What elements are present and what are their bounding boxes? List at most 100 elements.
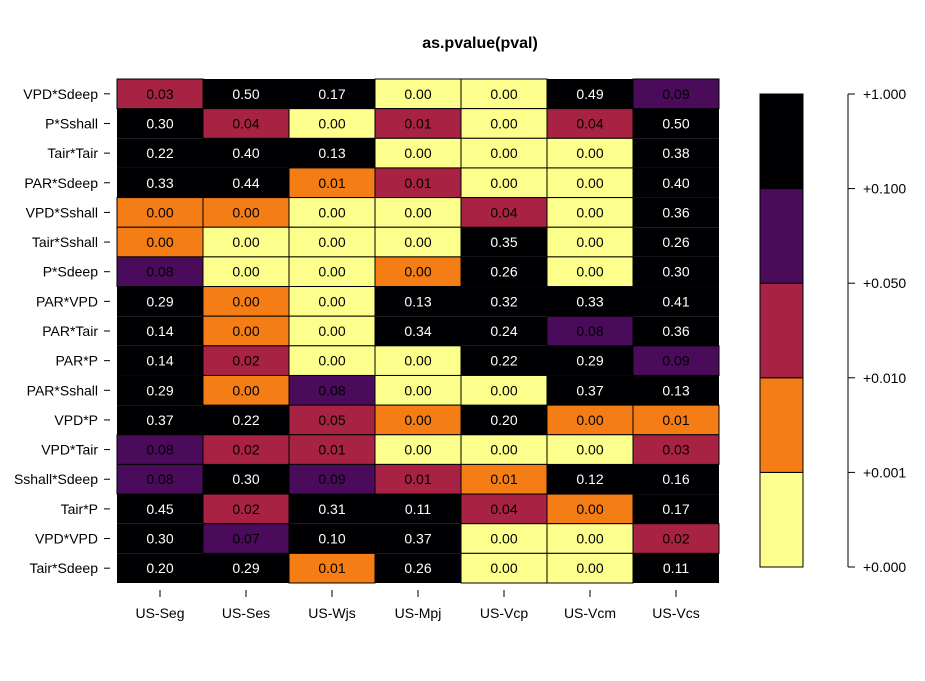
cell-value-label: 0.05 [318, 412, 345, 428]
cell-value-label: 0.01 [404, 471, 431, 487]
heatmap-cell [461, 256, 547, 287]
row-label: VPD*P [54, 412, 98, 428]
row-label: Tair*P [61, 501, 98, 517]
heatmap-cell [460, 167, 548, 199]
heatmap-cell [203, 167, 289, 198]
cell-value-label: 0.00 [576, 560, 603, 576]
cell-value-label: 0.00 [232, 382, 259, 398]
cell-value-label: 0.00 [490, 382, 517, 398]
cell-value-label: 0.00 [404, 204, 431, 220]
cell-value-label: 0.00 [232, 234, 259, 250]
heatmap-cell [202, 197, 290, 228]
legend-tick-label: +0.010 [863, 370, 906, 386]
cell-value-label: 0.00 [490, 86, 517, 102]
cell-value-label: 0.00 [576, 145, 603, 161]
row-label: P*Sdeep [43, 264, 98, 280]
cell-value-label: 0.37 [146, 412, 173, 428]
heatmap-cell [547, 79, 633, 109]
heatmap-cell [633, 227, 719, 257]
cell-value-label: 0.00 [318, 264, 345, 280]
heatmap-cell [202, 345, 290, 376]
heatmap-cell [461, 286, 547, 317]
cell-value-label: 0.01 [490, 471, 517, 487]
cell-value-label: 0.01 [318, 175, 345, 191]
cell-value-label: 0.36 [662, 323, 689, 339]
heatmap-cell [461, 227, 547, 257]
column-label: US-Vcm [564, 605, 616, 621]
cell-value-label: 0.13 [662, 382, 689, 398]
heatmap-cell [461, 316, 547, 346]
heatmap-cell [547, 345, 633, 376]
cell-value-label: 0.00 [232, 264, 259, 280]
heatmap-cell [288, 552, 376, 584]
heatmap-cell [202, 434, 290, 465]
heatmap-cell [117, 316, 203, 346]
cell-value-label: 0.08 [146, 442, 173, 458]
heatmap-cell [460, 197, 548, 228]
cell-value-label: 0.00 [576, 264, 603, 280]
cell-value-label: 0.00 [404, 382, 431, 398]
cell-value-label: 0.02 [232, 353, 259, 369]
heatmap-cell [374, 463, 462, 495]
cell-value-label: 0.03 [146, 86, 173, 102]
cell-value-label: 0.00 [318, 293, 345, 309]
cell-value-label: 0.00 [318, 115, 345, 131]
row-label: VPD*Sdeep [23, 86, 98, 102]
row-label: PAR*VPD [36, 293, 98, 309]
heatmap-cell [460, 463, 548, 495]
row-label: Tair*Tair [47, 145, 98, 161]
cell-value-label: 0.17 [662, 501, 689, 517]
cell-value-label: 0.29 [146, 293, 173, 309]
heatmap-cell [632, 523, 720, 554]
heatmap-cell [632, 404, 720, 436]
legend-swatch [759, 93, 804, 190]
chart-title: as.pvalue(pval) [422, 35, 538, 52]
cell-value-label: 0.09 [662, 353, 689, 369]
cell-value-label: 0.00 [490, 531, 517, 547]
column-label: US-Wjs [308, 605, 355, 621]
column-label: US-Seg [135, 605, 184, 621]
cell-value-label: 0.00 [232, 323, 259, 339]
cell-value-label: 0.26 [662, 234, 689, 250]
heatmap-cell [633, 553, 719, 583]
cell-value-label: 0.11 [663, 560, 689, 576]
heatmap-cell [117, 405, 203, 435]
cell-value-label: 0.01 [662, 412, 689, 428]
cell-value-label: 0.12 [576, 471, 603, 487]
cell-value-label: 0.00 [318, 204, 345, 220]
heatmap-cell [289, 494, 375, 524]
cell-value-label: 0.09 [662, 86, 689, 102]
cell-value-label: 0.08 [318, 382, 345, 398]
row-label: Tair*Sshall [32, 234, 98, 250]
cell-value-label: 0.03 [662, 442, 689, 458]
heatmap-cell [632, 434, 720, 465]
heatmap-cell [288, 374, 376, 406]
heatmap-cell [546, 137, 634, 169]
heatmap-cell [116, 434, 204, 465]
cell-value-label: 0.13 [404, 293, 431, 309]
cell-value-label: 0.29 [576, 353, 603, 369]
legend-swatch [759, 471, 804, 568]
legend-tick-label: +0.000 [863, 559, 906, 575]
row-label: PAR*Tair [42, 323, 98, 339]
cell-value-label: 0.26 [490, 264, 517, 280]
heatmap-cell [546, 552, 634, 584]
heatmap-cell [460, 523, 548, 554]
heatmap-cell [460, 137, 548, 169]
heatmap-cell [460, 552, 548, 584]
heatmap-cell [547, 464, 633, 495]
cell-value-label: 0.00 [146, 234, 173, 250]
heatmap-cell [289, 79, 375, 109]
cell-value-label: 0.35 [490, 234, 517, 250]
cell-value-label: 0.00 [490, 145, 517, 161]
cell-value-label: 0.04 [232, 115, 259, 131]
cell-value-label: 0.33 [146, 175, 173, 191]
heatmap-cell [547, 375, 633, 406]
cell-value-label: 0.04 [576, 115, 603, 131]
cell-value-label: 0.49 [576, 86, 603, 102]
heatmap-cell [117, 138, 203, 168]
legend-tick-label: +0.050 [863, 275, 906, 291]
heatmap-cell [203, 464, 289, 495]
row-label: Sshall*Sdeep [14, 471, 98, 487]
heatmap-cell [374, 434, 462, 465]
